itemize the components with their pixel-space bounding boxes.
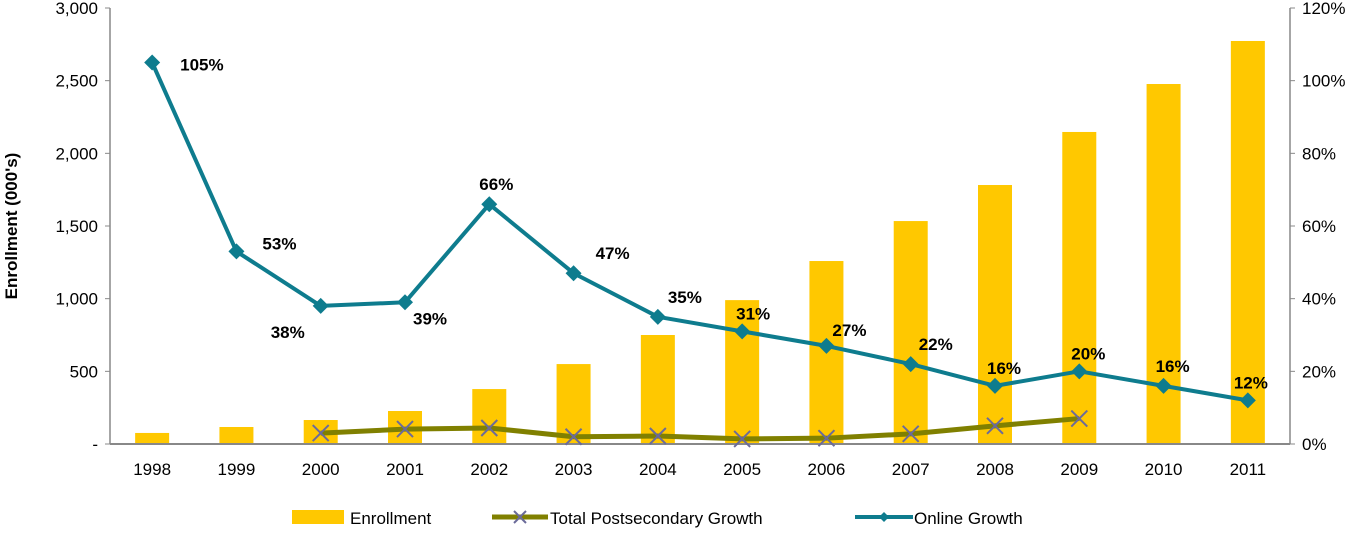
legend-swatch-enrollment bbox=[292, 510, 344, 524]
data-label: 105% bbox=[180, 56, 223, 75]
diamond-marker bbox=[144, 54, 161, 71]
bar-2009 bbox=[1062, 131, 1097, 444]
legend-label-online: Online Growth bbox=[914, 509, 1023, 528]
x-tick-label: 2010 bbox=[1145, 460, 1183, 479]
bar-2008 bbox=[978, 185, 1012, 445]
data-label: 27% bbox=[832, 321, 866, 340]
data-label: 39% bbox=[413, 309, 447, 328]
legend-x-marker bbox=[513, 510, 527, 524]
y2-tick-label: 40% bbox=[1302, 290, 1336, 309]
y2-tick-label: 20% bbox=[1302, 362, 1336, 381]
x-marker bbox=[902, 425, 920, 443]
diamond-marker bbox=[565, 265, 582, 282]
x-marker bbox=[733, 430, 751, 448]
x-tick-label: 2004 bbox=[639, 460, 677, 479]
data-label: 22% bbox=[919, 335, 953, 354]
bar-2007 bbox=[893, 221, 928, 444]
bar-1998 bbox=[135, 432, 170, 444]
x-tick-label: 2011 bbox=[1230, 460, 1267, 479]
y-tick-label: 2,000 bbox=[55, 144, 98, 163]
diamond-marker bbox=[228, 243, 245, 260]
y2-tick-label: 80% bbox=[1302, 144, 1336, 163]
x-marker bbox=[817, 429, 836, 447]
x-tick-label: 2006 bbox=[808, 460, 846, 479]
diamond-marker bbox=[312, 297, 329, 314]
diamond-marker bbox=[818, 337, 835, 354]
legend-label-total: Total Postsecondary Growth bbox=[550, 509, 763, 528]
x-tick-label: 2003 bbox=[555, 460, 593, 479]
diamond-marker bbox=[902, 356, 919, 373]
x-tick-label: 1998 bbox=[133, 460, 171, 479]
y2-tick-label: 60% bbox=[1302, 217, 1336, 236]
x-marker bbox=[396, 420, 414, 438]
x-tick-label: 2000 bbox=[302, 460, 340, 479]
y-tick-label: 3,000 bbox=[55, 0, 98, 18]
data-label: 66% bbox=[479, 175, 513, 194]
diamond-marker bbox=[649, 308, 666, 325]
data-label: 31% bbox=[736, 304, 770, 323]
bar-2011 bbox=[1230, 40, 1265, 445]
y-tick-label: 2,500 bbox=[55, 72, 98, 91]
y-tick-label: 1,000 bbox=[55, 290, 98, 309]
diamond-marker bbox=[734, 323, 751, 340]
x-tick-label: 2009 bbox=[1060, 460, 1098, 479]
diamond-marker bbox=[1155, 377, 1172, 394]
x-tick-label: 2001 bbox=[386, 460, 424, 479]
legend-label-enrollment: Enrollment bbox=[350, 509, 432, 528]
online-growth-line bbox=[150, 61, 1249, 403]
y2-tick-label: 0% bbox=[1302, 435, 1327, 454]
bar-2002 bbox=[472, 389, 507, 444]
y-tick-label: 1,500 bbox=[55, 217, 98, 236]
x-marker bbox=[649, 427, 667, 445]
x-marker bbox=[312, 424, 330, 442]
diamond-marker bbox=[397, 294, 413, 311]
x-marker bbox=[564, 428, 583, 446]
x-tick-label: 2007 bbox=[892, 460, 930, 479]
data-label: 20% bbox=[1071, 344, 1105, 363]
x-tick-label: 2005 bbox=[723, 460, 761, 479]
y-axis-label: Enrollment (000's) bbox=[2, 153, 21, 300]
data-label: 12% bbox=[1234, 373, 1268, 392]
data-label: 16% bbox=[987, 359, 1021, 378]
diamond-marker bbox=[481, 196, 498, 213]
diamond-marker bbox=[1239, 392, 1256, 409]
y-tick-label: - bbox=[92, 435, 98, 454]
y2-tick-label: 100% bbox=[1302, 72, 1345, 91]
data-label: 16% bbox=[1156, 357, 1190, 376]
x-marker bbox=[1070, 409, 1088, 428]
data-label: 35% bbox=[668, 288, 702, 307]
legend-diamond-marker bbox=[879, 512, 889, 522]
x-tick-label: 1999 bbox=[218, 460, 256, 479]
y2-tick-label: 120% bbox=[1302, 0, 1345, 18]
y-tick-label: 500 bbox=[70, 362, 98, 381]
bar-1999 bbox=[219, 426, 254, 444]
bar-2004 bbox=[640, 335, 675, 444]
total-postsecondary-line bbox=[320, 416, 1080, 442]
data-label: 47% bbox=[596, 244, 630, 263]
x-tick-label: 2008 bbox=[976, 460, 1014, 479]
bar-2003 bbox=[556, 364, 591, 444]
diamond-marker bbox=[1071, 363, 1088, 380]
diamond-marker bbox=[987, 377, 1003, 394]
data-label: 38% bbox=[271, 323, 305, 342]
x-marker bbox=[986, 417, 1004, 435]
data-label: 53% bbox=[262, 234, 296, 253]
x-tick-label: 2002 bbox=[470, 460, 508, 479]
x-marker bbox=[480, 419, 498, 437]
